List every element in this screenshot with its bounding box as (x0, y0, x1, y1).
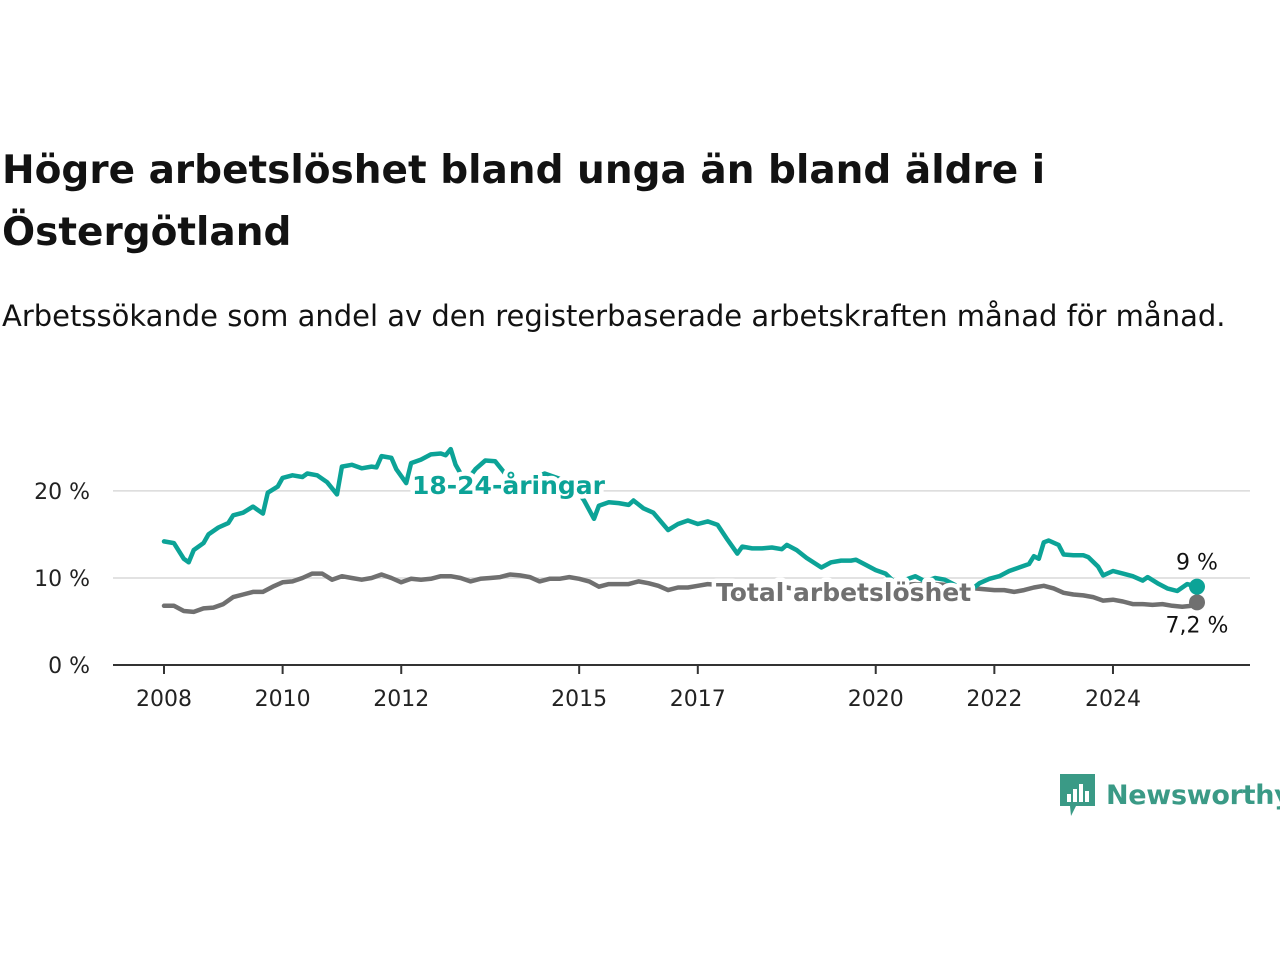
total-series-label: Total arbetslöshet (716, 578, 971, 607)
x-tick-label: 2008 (136, 687, 192, 712)
series-lines (161, 446, 1205, 615)
youth-end-point (1189, 578, 1205, 595)
total-series-label-halo: Total arbetslöshet (716, 578, 971, 607)
total-end-label: 7,2 % (1166, 613, 1229, 638)
x-tick-label: 2010 (255, 687, 311, 712)
newsworthy-logo: Newsworthy (1058, 772, 1280, 818)
y-axis: 0 % 10 % 20 % (34, 480, 90, 679)
youth-end-label: 9 % (1176, 551, 1218, 576)
youth-series-line (161, 446, 1200, 594)
gridlines (113, 490, 1250, 579)
x-tick-label: 2017 (670, 687, 726, 712)
x-tick-label: 2020 (848, 687, 904, 712)
y-tick-label: 0 % (48, 654, 90, 679)
youth-series-label: 18-24-åringar (412, 471, 606, 500)
x-axis: 2008 2010 2012 2015 2017 2020 2022 2024 (113, 664, 1250, 712)
x-tick-label: 2022 (966, 687, 1022, 712)
x-tick-label: 2015 (551, 687, 607, 712)
chart-title: Högre arbetslöshet bland unga än bland ä… (2, 148, 1046, 255)
x-tick-label: 2024 (1085, 687, 1141, 712)
youth-series-label-halo: 18-24-åringar (412, 471, 606, 500)
brand-name: Newsworthy (1106, 779, 1280, 811)
y-tick-label: 20 % (34, 480, 90, 505)
total-series-line (161, 571, 1200, 615)
total-end-point (1189, 594, 1205, 611)
x-tick-label: 2012 (373, 687, 429, 712)
newsworthy-logo-icon (1060, 774, 1095, 816)
line-chart: 0 % 10 % 20 % 2008 2010 2012 2015 2017 2020 2022… (34, 446, 1250, 712)
y-tick-label: 10 % (34, 567, 90, 592)
chart-subtitle: Arbetssökande som andel av den registerb… (2, 299, 1226, 333)
